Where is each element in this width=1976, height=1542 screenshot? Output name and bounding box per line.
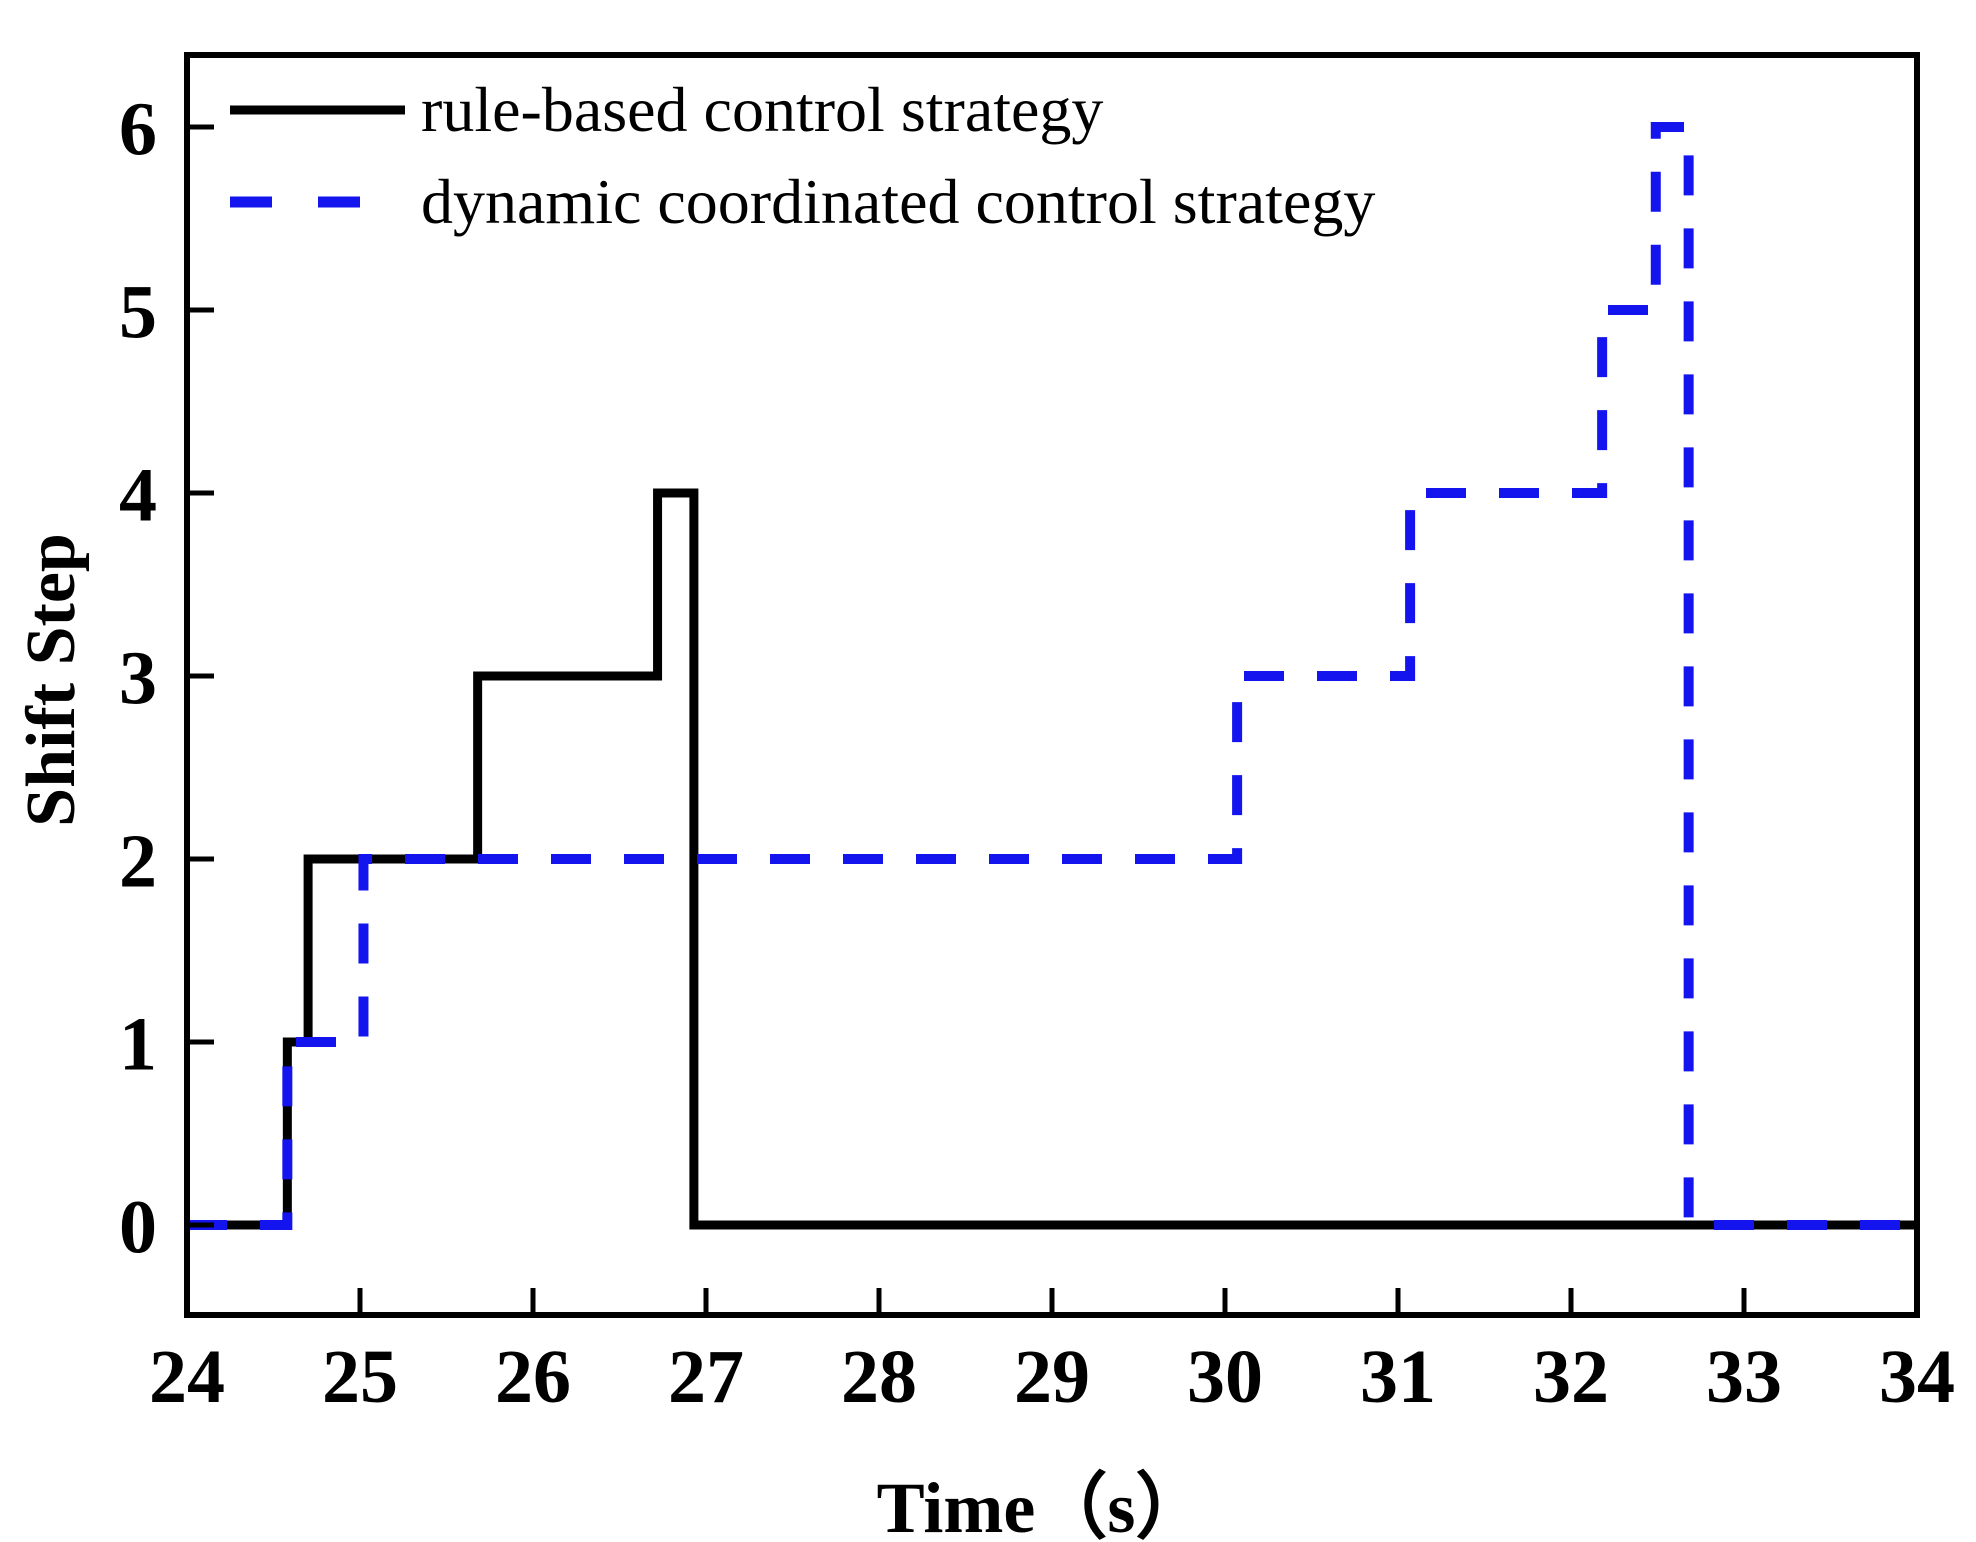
y-tick-label: 2 <box>119 819 157 903</box>
x-tick-label: 25 <box>322 1335 398 1419</box>
x-tick-label: 27 <box>668 1335 744 1419</box>
legend: rule-based control strategy dynamic coor… <box>230 64 1375 248</box>
solid-line-sample-icon <box>230 105 405 115</box>
x-axis-title: Time（s） <box>876 1468 1208 1542</box>
x-tick-label: 34 <box>1879 1335 1955 1419</box>
x-tick-label: 29 <box>1014 1335 1090 1419</box>
y-tick-label: 5 <box>119 270 157 354</box>
x-tick-label: 31 <box>1360 1335 1436 1419</box>
x-tick-label: 30 <box>1187 1335 1263 1419</box>
y-tick-label: 1 <box>119 1002 157 1086</box>
y-tick-label: 0 <box>119 1185 157 1269</box>
plot-frame <box>184 52 1920 1318</box>
x-tick-label: 32 <box>1533 1335 1609 1419</box>
x-tick-label: 33 <box>1706 1335 1782 1419</box>
x-tick-label: 24 <box>149 1335 225 1419</box>
legend-item-rule-based: rule-based control strategy <box>230 64 1375 156</box>
y-axis-title: Shift Step <box>13 533 90 827</box>
legend-label: rule-based control strategy <box>421 74 1104 145</box>
y-tick-label: 3 <box>119 636 157 720</box>
series-line <box>187 122 1917 1230</box>
series-line <box>187 488 1917 1230</box>
x-tick-label: 28 <box>841 1335 917 1419</box>
legend-item-dynamic-coordinated: dynamic coordinated control strategy <box>230 156 1375 248</box>
y-tick-label: 4 <box>119 453 157 537</box>
legend-label: dynamic coordinated control strategy <box>421 166 1376 237</box>
dashed-line-sample-icon <box>230 196 405 208</box>
x-tick-label: 26 <box>495 1335 571 1419</box>
y-tick-label: 6 <box>119 87 157 171</box>
